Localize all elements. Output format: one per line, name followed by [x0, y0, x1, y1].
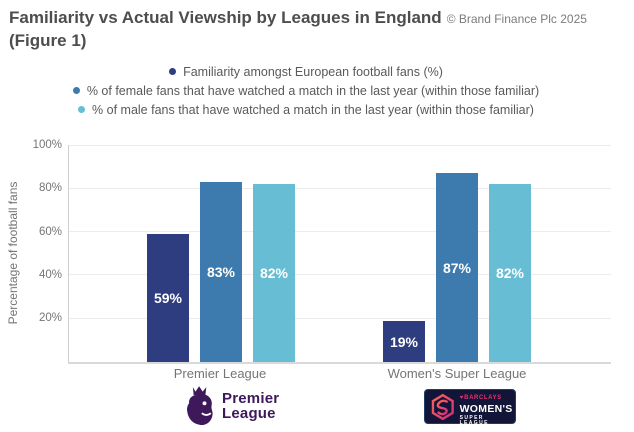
y-tick-100: 100%: [32, 139, 62, 151]
legend-label: Familiarity amongst European football fa…: [183, 65, 443, 79]
legend-item-familiarity: Familiarity amongst European football fa…: [0, 63, 612, 82]
legend-item-male-viewship: % of male fans that have watched a match…: [0, 101, 612, 120]
bar[interactable]: 83%: [200, 182, 242, 362]
wsl-sponsor-label: BARCLAYS: [464, 394, 502, 401]
legend-dot-icon: [169, 68, 177, 75]
gridline-20: [69, 318, 611, 319]
bar-value-label: 59%: [153, 290, 183, 306]
y-tick-60: 60%: [38, 226, 62, 238]
x-category-premier-league: Premier League: [173, 366, 267, 381]
gridline-40: [69, 274, 611, 275]
bar-value-label: 19%: [389, 333, 419, 350]
attribution-text: © Brand Finance Plc 2025: [446, 12, 587, 26]
bar[interactable]: 82%: [253, 184, 295, 362]
wsl-logo: ♥BARCLAYS WOMEN'S SUPER LEAGUE: [424, 387, 516, 427]
bar-value-label: 82%: [259, 265, 289, 281]
bar-value-label: 87%: [442, 259, 472, 276]
gridline-80: [69, 188, 611, 189]
legend-label: % of female fans that have watched a mat…: [86, 84, 540, 98]
bar[interactable]: 82%: [489, 184, 531, 362]
bar[interactable]: 19%: [383, 321, 425, 362]
y-tick-20: 20%: [38, 312, 62, 324]
x-category-womens-super-league: Women's Super League: [387, 366, 527, 381]
legend-dot-icon: [72, 87, 80, 94]
y-tick-80: 80%: [38, 182, 62, 194]
y-axis-title: Percentage of football fans: [6, 181, 20, 325]
y-tick-40: 40%: [38, 269, 62, 281]
wsl-emblem-icon: [431, 393, 454, 420]
plot-area: 59% 83% 82% 19% 87% 82%: [68, 145, 611, 364]
barclays-heart-icon: ♥: [459, 394, 464, 401]
wsl-wordmark: ♥BARCLAYS WOMEN'S SUPER LEAGUE: [460, 387, 515, 427]
chart-title-block: Familiarity vs Actual Viewship by League…: [9, 7, 629, 51]
bar[interactable]: 87%: [436, 173, 478, 362]
figure-label: (Figure 1): [9, 31, 87, 50]
premier-league-logo: Premier League: [182, 386, 279, 426]
chart-legend: Familiarity amongst European football fa…: [0, 63, 612, 120]
bar-value-label: 82%: [495, 265, 525, 281]
gridline-60: [69, 231, 611, 232]
legend-dot-icon: [78, 106, 86, 113]
premier-league-lion-icon: [187, 386, 213, 425]
legend-item-female-viewship: % of female fans that have watched a mat…: [0, 82, 612, 101]
bar[interactable]: 59%: [147, 234, 189, 362]
legend-label: % of male fans that have watched a match…: [92, 103, 534, 117]
gridline-100: [69, 145, 611, 146]
page-title: Familiarity vs Actual Viewship by League…: [9, 8, 442, 27]
premier-league-wordmark: Premier League: [222, 390, 280, 422]
wsl-line1: WOMEN'S: [459, 403, 513, 416]
bar-value-label: 83%: [206, 264, 236, 280]
wsl-line2: SUPER LEAGUE: [459, 415, 489, 427]
